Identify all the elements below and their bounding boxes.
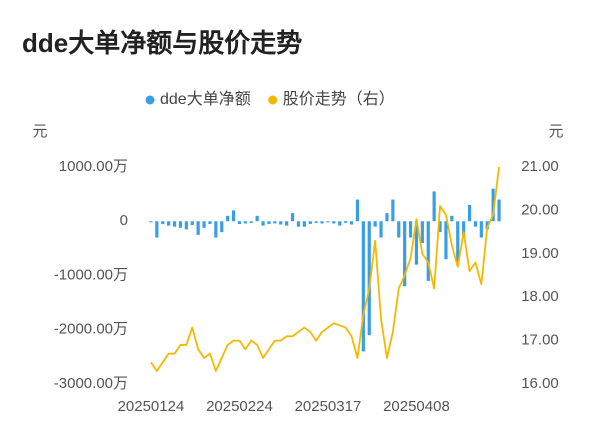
bar	[308, 221, 312, 224]
bar	[397, 221, 401, 238]
bar	[326, 221, 330, 223]
bar	[267, 221, 271, 224]
x-tick-label: 20250224	[206, 398, 273, 415]
bar	[491, 188, 495, 222]
bar	[367, 221, 371, 336]
bar	[361, 221, 365, 352]
bar	[249, 221, 253, 223]
y-tick-label: 0	[120, 212, 128, 229]
bar	[462, 221, 466, 238]
bar	[155, 221, 159, 238]
bar	[172, 221, 177, 227]
bar	[338, 221, 342, 226]
bar	[261, 221, 265, 226]
legend-label: 股价走势（右）	[283, 90, 395, 108]
y-tick-label: -1000.00万	[54, 266, 128, 283]
y-tick-label: -2000.00万	[54, 321, 128, 338]
x-tick-label: 20250408	[383, 398, 450, 415]
bar	[456, 221, 460, 265]
bar	[149, 221, 153, 223]
y-tick-label: -3000.00万	[54, 375, 128, 392]
bar	[497, 199, 501, 222]
y2-tick-label: 19.00	[521, 245, 559, 262]
bar	[296, 221, 301, 227]
y2-tick-label: 16.00	[521, 375, 559, 392]
bar	[408, 221, 413, 238]
bar	[450, 215, 454, 222]
bar	[332, 221, 336, 224]
legend-marker	[268, 95, 278, 105]
y2-tick-label: 21.00	[521, 158, 559, 175]
bar	[349, 221, 354, 225]
bar	[444, 221, 448, 260]
x-tick-label: 20250317	[295, 398, 362, 415]
bar	[344, 221, 348, 223]
bar	[385, 213, 389, 222]
bar	[373, 221, 377, 227]
bar	[432, 191, 436, 222]
bar	[196, 221, 200, 235]
y2-tick-label: 18.00	[521, 288, 559, 305]
bar	[231, 210, 236, 222]
bar	[279, 221, 283, 225]
bar	[403, 221, 407, 287]
bar	[161, 221, 165, 224]
chart-title: dde大单净额与股价走势	[22, 28, 302, 58]
x-tick-label: 20250124	[118, 398, 185, 415]
bar	[467, 204, 472, 222]
bar	[208, 221, 212, 224]
bar	[220, 221, 224, 233]
legend-marker	[145, 95, 155, 105]
bar	[414, 221, 419, 265]
bar	[473, 221, 478, 227]
bar	[167, 221, 171, 226]
y2-tick-label: 17.00	[521, 332, 559, 349]
bar	[391, 199, 395, 222]
bar	[438, 221, 442, 233]
bar	[420, 221, 424, 243]
y-tick-label: 1000.00万	[59, 158, 128, 175]
bar	[273, 221, 277, 224]
bar	[355, 199, 360, 222]
bar	[178, 221, 183, 228]
bar	[202, 221, 206, 228]
bar	[485, 221, 489, 230]
bar	[426, 221, 430, 281]
bar	[226, 215, 230, 222]
bar	[314, 221, 318, 223]
price-line	[150, 166, 500, 372]
bar	[184, 221, 188, 230]
bar	[214, 221, 218, 238]
bar	[255, 215, 259, 222]
y2-axis-label: 元	[548, 123, 563, 140]
y-axis-label: 元	[32, 123, 47, 140]
bar	[479, 221, 483, 238]
legend-label: dde大单净额	[160, 90, 251, 108]
bar	[285, 221, 289, 226]
bar	[302, 221, 306, 227]
bar	[290, 213, 295, 222]
bar	[379, 221, 383, 238]
bar	[320, 221, 324, 224]
bar	[237, 221, 242, 224]
bar	[190, 221, 194, 226]
y2-tick-label: 20.00	[521, 201, 559, 218]
bar	[243, 221, 247, 224]
